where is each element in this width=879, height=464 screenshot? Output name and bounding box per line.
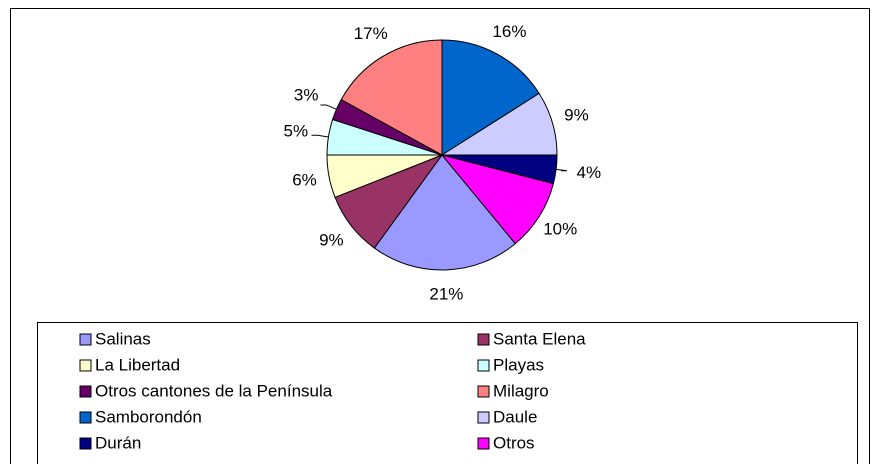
data-label: 9% <box>319 230 344 249</box>
legend-marker <box>477 359 490 372</box>
legend-box <box>37 322 858 464</box>
legend-marker <box>477 437 490 450</box>
pie-slice <box>440 154 554 245</box>
data-label: 16% <box>492 22 526 41</box>
data-label: 10% <box>543 220 577 239</box>
data-label: 9% <box>564 105 589 124</box>
legend-label: Salinas <box>95 329 151 348</box>
legend-label: Milagro <box>493 381 549 400</box>
legend-marker <box>79 359 92 372</box>
legend-marker <box>79 411 92 424</box>
legend-label: Samborondón <box>95 407 202 426</box>
legend-marker <box>477 385 490 398</box>
data-label: 21% <box>429 284 463 303</box>
legend-marker <box>79 333 92 346</box>
legend-marker <box>79 437 92 450</box>
legend-marker <box>79 385 92 398</box>
legend-label: Otros cantones de la Península <box>95 381 333 400</box>
pie-slice <box>373 154 517 271</box>
legend-label: Santa Elena <box>493 329 586 348</box>
data-label: 17% <box>354 24 388 43</box>
data-label: 6% <box>292 171 317 190</box>
legend-marker <box>477 411 490 424</box>
data-label: 5% <box>284 121 309 140</box>
leader-line <box>556 168 568 172</box>
legend-label: Otros <box>493 433 535 452</box>
leader-line <box>311 134 329 138</box>
leader-line <box>320 104 337 110</box>
data-label: 4% <box>577 163 602 182</box>
pie-slice <box>441 39 540 156</box>
data-label: 3% <box>294 86 319 105</box>
legend-label: Daule <box>493 407 537 426</box>
legend-marker <box>477 333 490 346</box>
pie-slice <box>340 39 443 156</box>
legend-label: La Libertad <box>95 355 180 374</box>
legend-label: Durán <box>95 433 141 452</box>
legend-label: Playas <box>493 355 544 374</box>
